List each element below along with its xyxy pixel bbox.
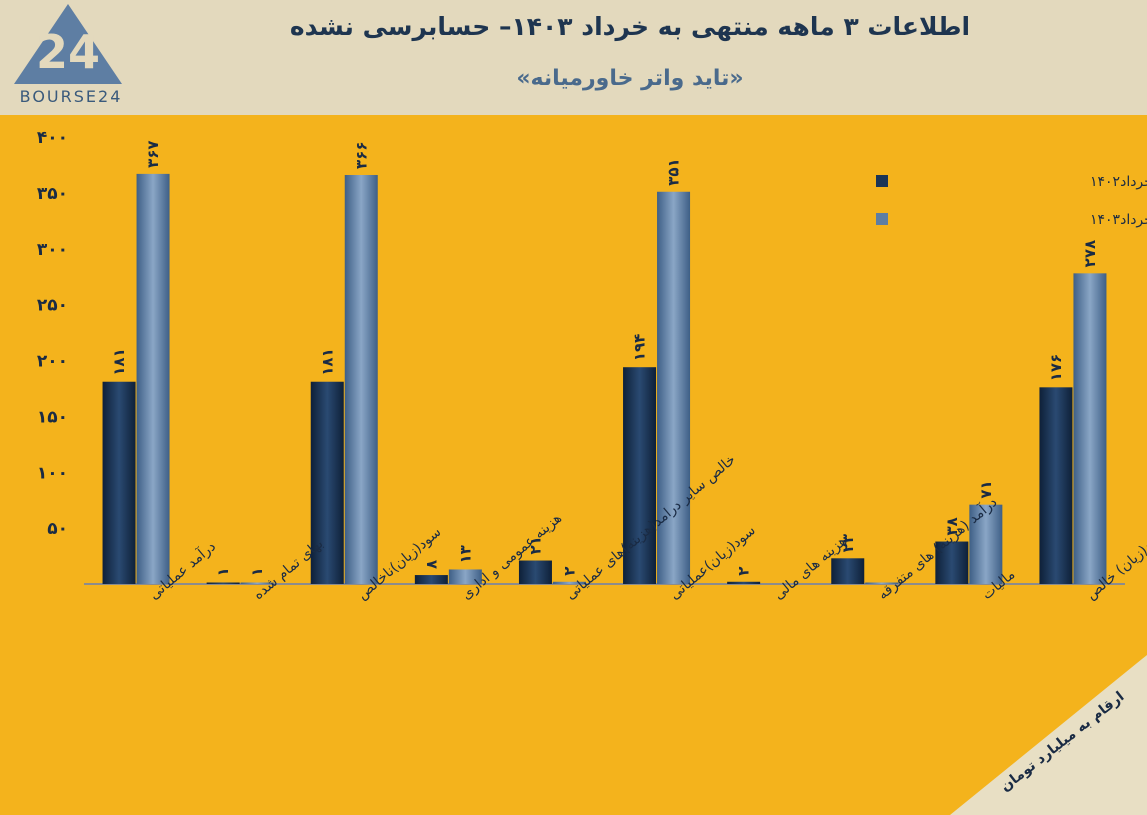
unit-corner [950,655,1147,815]
y-tick-label: ۵۰ [47,519,68,539]
bar-data-label: ۳۶۷ [144,140,162,167]
chart-title: اطلاعات ۳ ماهه منتهی به خرداد ۱۴۰۳– حساب… [289,12,971,41]
bar-1402 [831,558,865,584]
bar-1403 [136,173,170,584]
y-tick-label: ۱۵۰ [37,407,68,427]
bar-data-label: ۳۶۶ [352,142,370,169]
y-tick-label: ۲۰۰ [37,352,68,372]
bar-data-label: ۱۹۴ [631,334,649,361]
bar-data-label: ۳۸ [943,517,961,535]
bar-1402 [1039,387,1073,584]
bar-data-label: ۳۵۱ [665,158,683,185]
legend-label: عملکرد منتهی به خرداد۱۴۰۲ [1090,174,1147,190]
logo-text: BOURSE24 [20,87,123,106]
bar-data-label: ۱۷۶ [1047,354,1065,381]
y-tick-label: ۳۰۰ [37,240,68,260]
bar-data-label: ۱۳ [456,545,474,563]
bar-data-label: ۲۱ [526,536,544,554]
bar-data-label: ۱ [214,567,232,576]
bourse24-logo: 24 BOURSE24 [14,4,123,106]
bar-1402 [518,560,552,584]
bar-data-label: ۸ [422,560,440,569]
bar-data-label: ۱۸۱ [110,348,128,375]
bar-data-label: ۱ [248,567,266,576]
bar-1403 [552,581,586,584]
bar-data-label: ۲ [735,567,753,576]
y-tick-label: ۳۵۰ [37,184,68,204]
bar-1403 [657,191,691,584]
bar-1402 [935,541,969,584]
bar-data-label: ۲ [560,567,578,576]
bar-1402 [414,575,448,584]
legend-swatch [876,213,888,225]
bar-1402 [102,381,136,584]
bar-data-label: ۲۷۸ [1081,240,1099,267]
bar-data-label: ۷۱ [977,480,995,498]
bar-1402 [206,582,240,584]
y-tick-label: ۲۵۰ [37,296,68,316]
bar-1402 [727,581,761,584]
bar-1403 [865,582,899,584]
logo-mark: 24 [36,25,100,79]
bar-1403 [240,582,274,584]
bar-data-label: ۲۳ [839,534,857,552]
bar-1403 [448,569,482,584]
bar-1402 [310,381,344,584]
legend-swatch [876,175,888,187]
logo-triangle [14,4,122,84]
bar-1402 [623,367,657,584]
bar-1403 [344,174,378,584]
y-tick-label: ۱۰۰ [37,463,68,483]
y-tick-label: ۴۰۰ [37,128,68,148]
chart-subtitle: «تاید واتر خاورمیانه» [516,66,744,91]
plot-background [0,115,1147,815]
bar-1403 [1073,273,1107,584]
bar-data-label: ۱۸۱ [318,348,336,375]
bar-1403 [969,504,1003,584]
